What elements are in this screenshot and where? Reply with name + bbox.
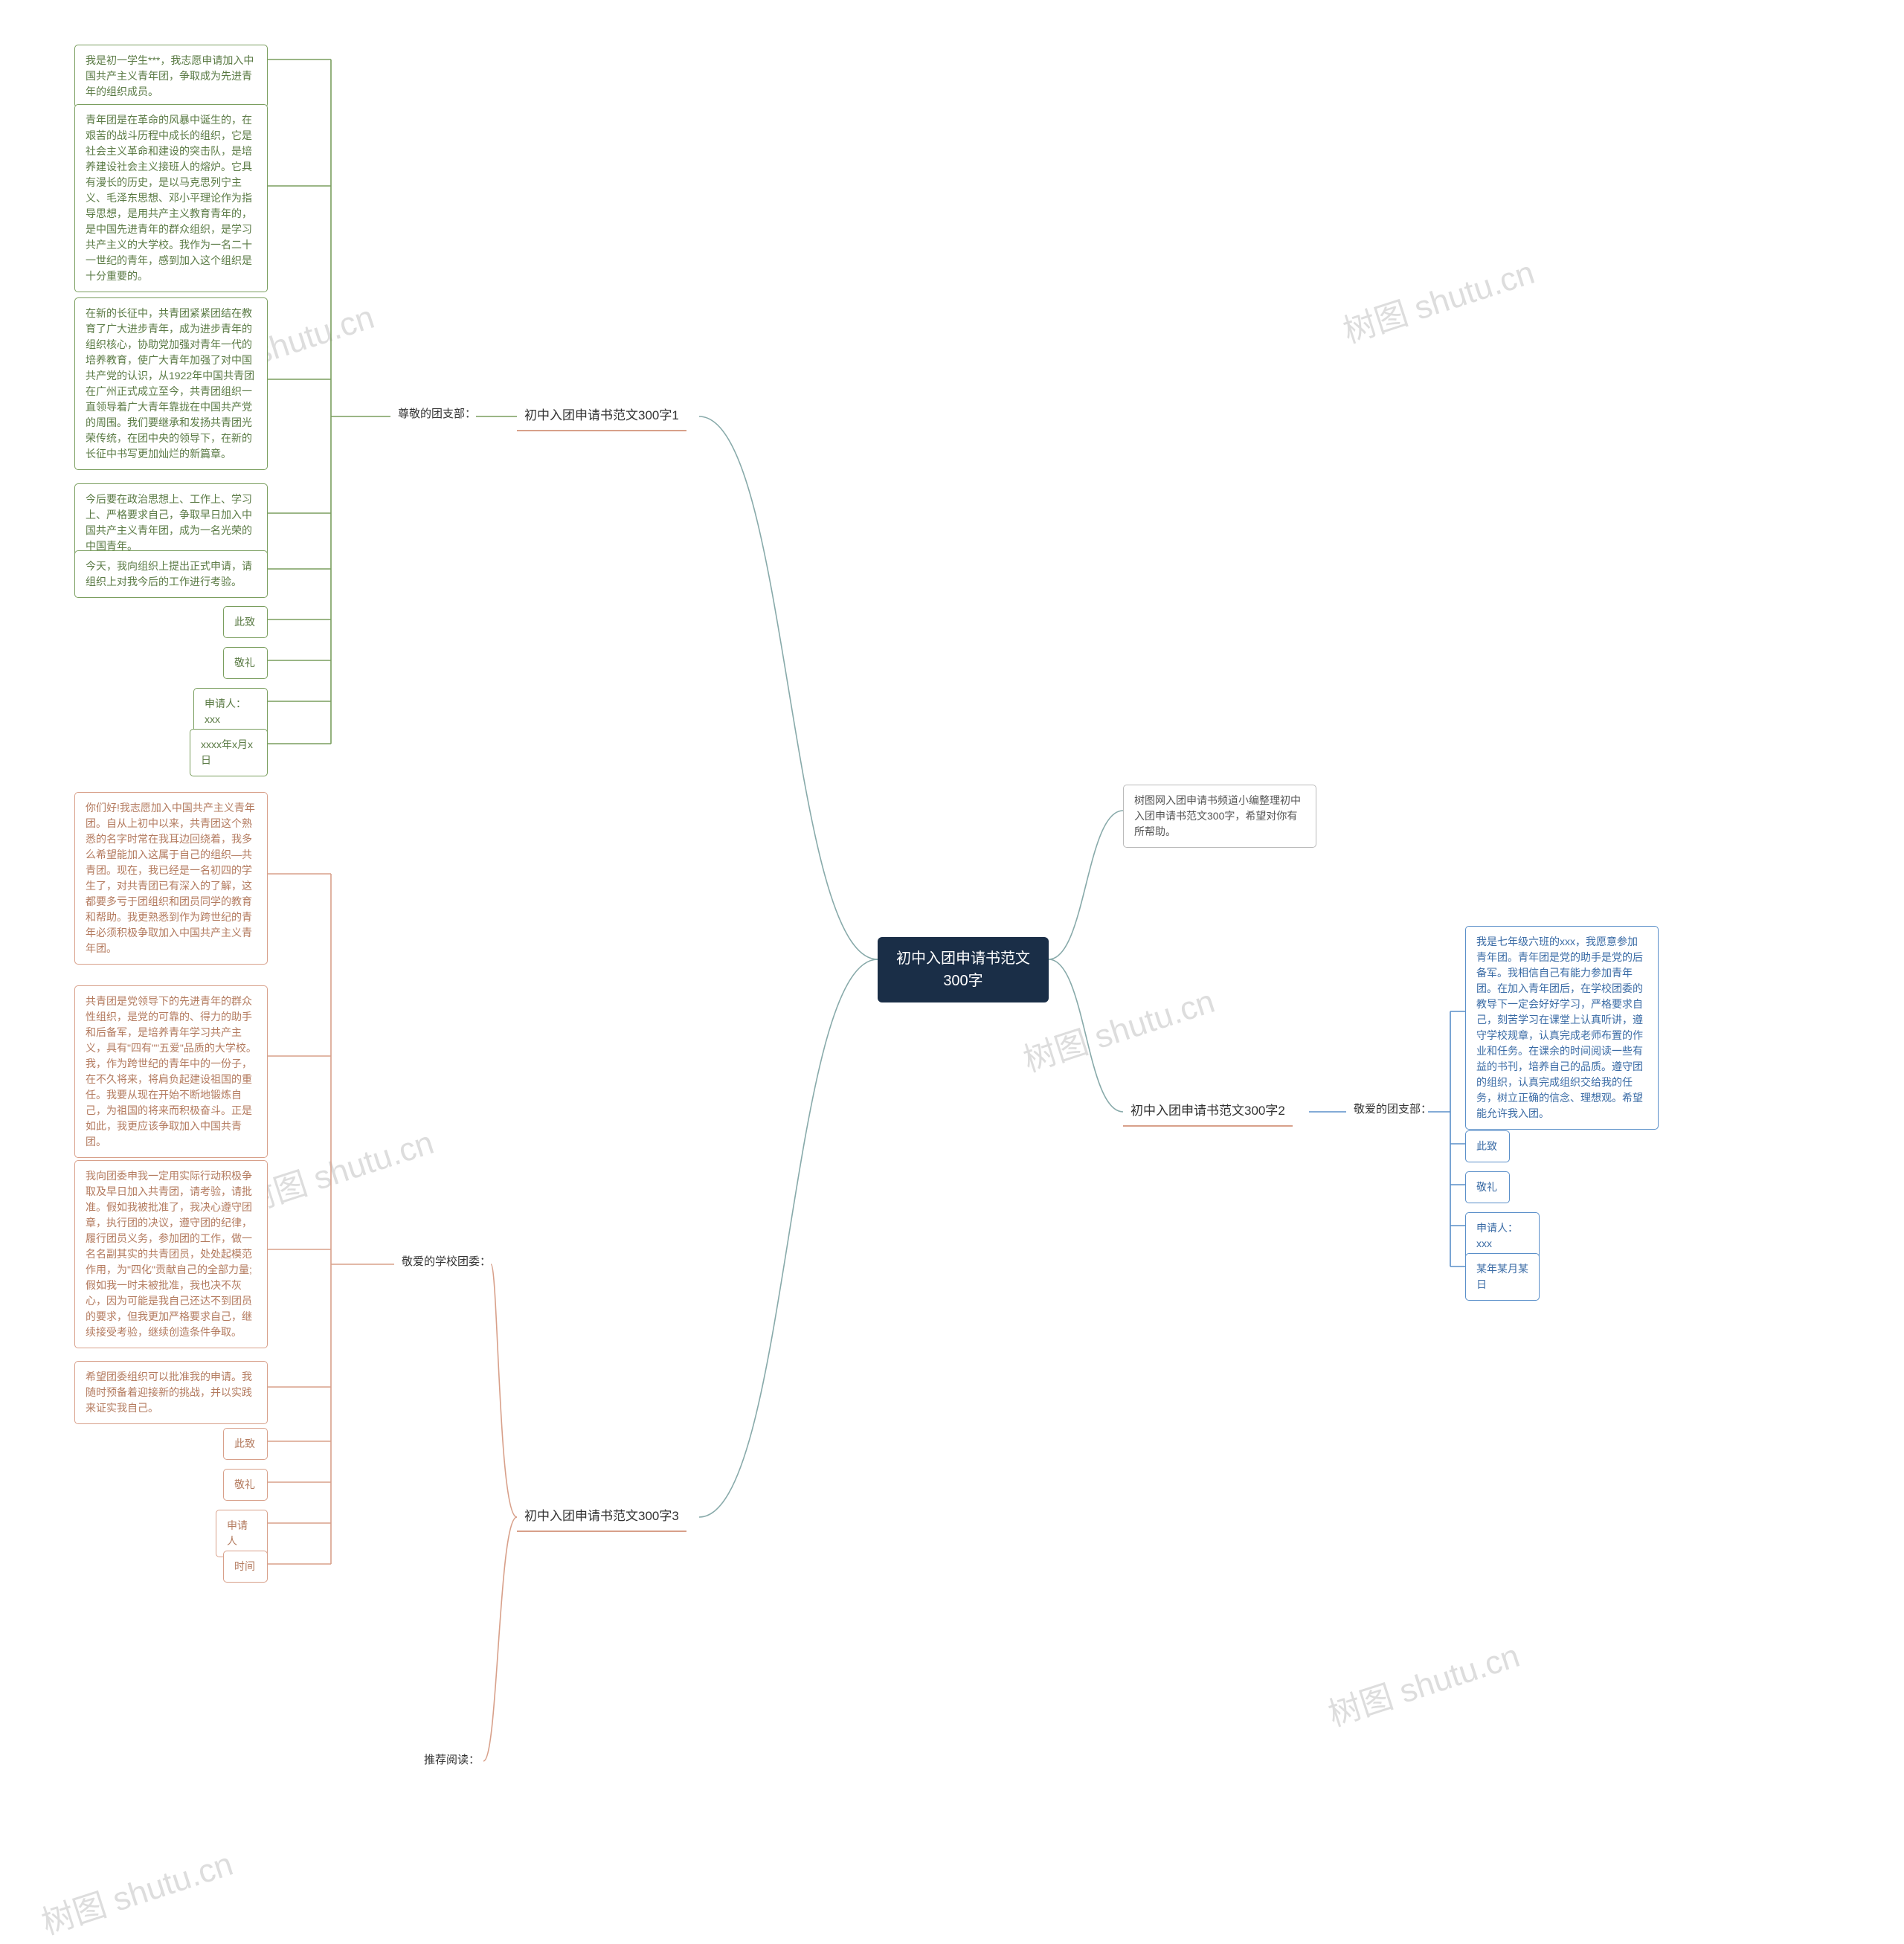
section1-closing-3: xxxx年x月x日 (190, 729, 268, 776)
section3-title: 初中入团申请书范文300字3 (517, 1502, 686, 1532)
section2-closing-3: 某年某月某日 (1465, 1253, 1540, 1301)
watermark: 树图 shutu.cn (35, 1837, 238, 1943)
section2-closing-1: 敬礼 (1465, 1171, 1510, 1203)
section3-para-3: 希望团委组织可以批准我的申请。我随时预备着迎接新的挑战，并以实践来证实我自己。 (74, 1361, 268, 1424)
section1-para-4: 今天，我向组织上提出正式申请，请组织上对我今后的工作进行考验。 (74, 550, 268, 598)
section3-closing-3: 时间 (223, 1551, 268, 1583)
section3-para-1: 共青团是党领导下的先进青年的群众性组织，是党的可靠的、得力的助手和后备军，是培养… (74, 985, 268, 1158)
section2-opening: 敬爱的团支部： (1346, 1097, 1439, 1123)
section1-para-0: 我是初一学生***，我志愿申请加入中国共产主义青年团，争取成为先进青年的组织成员… (74, 45, 268, 108)
section2-title: 初中入团申请书范文300字2 (1123, 1097, 1293, 1127)
section1-title: 初中入团申请书范文300字1 (517, 402, 686, 431)
section1-para-2: 在新的长征中，共青团紧紧团结在教育了广大进步青年，成为进步青年的组织核心，协助党… (74, 297, 268, 470)
section3-closing-0: 此致 (223, 1428, 268, 1460)
section1-opening: 尊敬的团支部： (390, 402, 483, 428)
section3-para-0: 你们好!我志愿加入中国共产主义青年团。自从上初中以来，共青团这个熟悉的名字时常在… (74, 792, 268, 965)
section2-closing-0: 此致 (1465, 1130, 1510, 1162)
section3-para-2: 我向团委申我一定用实际行动积极争取及早日加入共青团，请考验，请批准。假如我被批准… (74, 1160, 268, 1348)
section1-closing-0: 此致 (223, 606, 268, 638)
section3-opening: 敬爱的学校团委： (394, 1249, 498, 1275)
section3-closing-1: 敬礼 (223, 1469, 268, 1501)
section2-para-0: 我是七年级六班的xxx，我愿意参加青年团。青年团是党的助手是党的后备军。我相信自… (1465, 926, 1659, 1130)
section1-closing-1: 敬礼 (223, 647, 268, 679)
root-node: 初中入团申请书范文300字 (878, 937, 1049, 1002)
watermark: 树图 shutu.cn (1322, 1629, 1525, 1735)
intro-text: 树图网入团申请书频道小编整理初中入团申请书范文300字，希望对你有所帮助。 (1123, 785, 1316, 848)
watermark: 树图 shutu.cn (1337, 245, 1540, 352)
section1-para-1: 青年团是在革命的风暴中诞生的，在艰苦的战斗历程中成长的组织，它是社会主义革命和建… (74, 104, 268, 292)
section3-recommend: 推荐阅读： (416, 1748, 487, 1774)
